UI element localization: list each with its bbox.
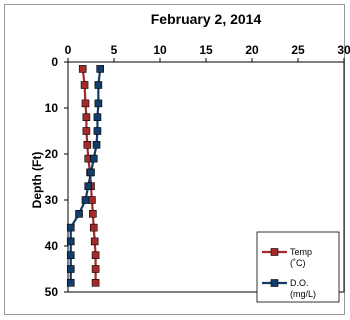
legend-label-temp: Temp	[290, 247, 312, 257]
series-layer	[66, 65, 104, 287]
y-axis: 0 10 20 30 40 50	[45, 55, 68, 299]
data-point-d-o	[93, 113, 102, 121]
data-point-temp	[80, 81, 89, 89]
data-point-d-o	[92, 141, 101, 149]
legend-marker-d-o	[270, 279, 279, 287]
data-point-d-o	[75, 210, 83, 218]
x-tick-label: 25	[291, 43, 305, 57]
y-axis-label: Depth (Ft)	[30, 152, 44, 209]
data-point-d-o	[66, 223, 75, 232]
chart-title: February 2, 2014	[151, 11, 262, 27]
data-point-temp	[82, 113, 91, 121]
data-point-temp	[91, 265, 100, 273]
data-point-d-o	[96, 65, 104, 73]
legend-unit-temp: (˚C)	[290, 258, 306, 268]
legend-marker-temp	[270, 248, 279, 256]
data-point-temp	[91, 278, 100, 287]
x-tick-label: 0	[65, 43, 72, 57]
legend-label-d-o: D.O.	[290, 278, 309, 288]
x-tick-label: 20	[245, 43, 259, 57]
y-tick-label: 0	[51, 55, 58, 69]
data-point-d-o	[93, 127, 102, 135]
data-point-temp	[89, 210, 97, 218]
data-point-d-o	[87, 168, 95, 177]
legend-box	[256, 231, 340, 303]
data-point-d-o	[94, 81, 103, 89]
x-tick-label: 30	[337, 43, 350, 57]
data-point-d-o	[89, 154, 98, 163]
data-point-temp	[82, 127, 91, 135]
x-tick-label: 10	[153, 43, 167, 57]
data-point-temp	[91, 251, 100, 259]
y-tick-label: 30	[45, 193, 59, 207]
data-point-temp	[90, 237, 99, 246]
data-point-temp	[83, 141, 92, 149]
data-point-d-o	[81, 196, 90, 204]
data-point-temp	[81, 99, 90, 108]
data-point-d-o	[66, 237, 75, 246]
data-point-d-o	[66, 265, 75, 273]
legend-unit-d-o: (mg/L)	[290, 289, 316, 299]
y-tick-label: 10	[45, 101, 59, 115]
x-axis: 0 5 10 15 20 25 30	[65, 43, 350, 62]
data-point-temp	[89, 223, 98, 232]
legend: Temp(˚C) D.O.(mg/L)	[256, 231, 340, 303]
data-point-d-o	[84, 182, 93, 190]
data-point-d-o	[66, 278, 75, 287]
y-tick-label: 50	[45, 285, 59, 299]
data-point-d-o	[66, 251, 75, 259]
y-tick-label: 20	[45, 147, 59, 161]
data-point-temp	[78, 65, 87, 73]
y-tick-label: 40	[45, 239, 59, 253]
series-line-d-o	[69, 68, 102, 283]
x-tick-label: 5	[111, 43, 118, 57]
x-tick-label: 15	[199, 43, 213, 57]
data-point-d-o	[94, 99, 103, 108]
data-point-temp	[88, 196, 96, 204]
